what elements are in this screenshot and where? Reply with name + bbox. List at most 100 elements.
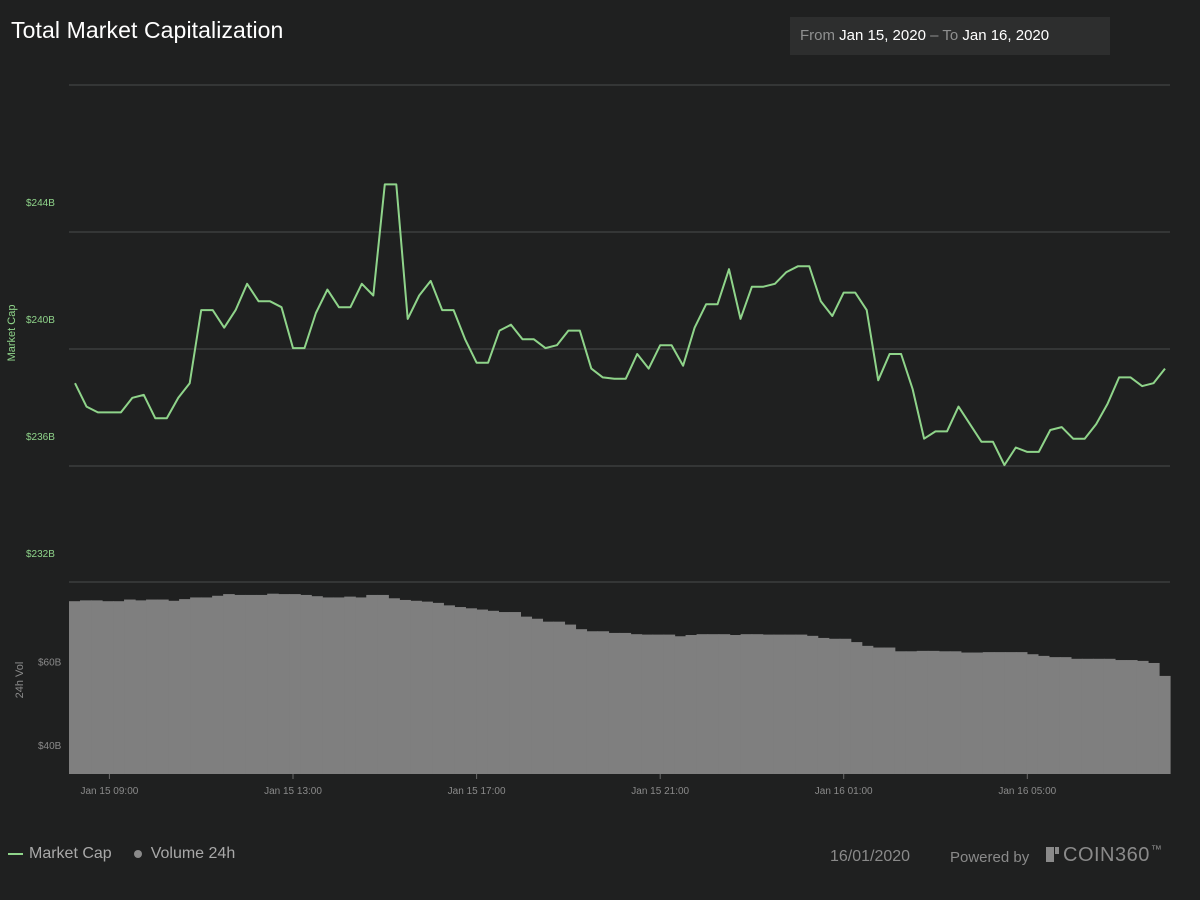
- volume-bar[interactable]: [520, 616, 533, 774]
- volume-bar[interactable]: [333, 597, 345, 774]
- volume-bar[interactable]: [938, 651, 951, 774]
- volume-bar[interactable]: [773, 634, 786, 774]
- volume-bar[interactable]: [553, 621, 566, 774]
- volume-bar[interactable]: [608, 632, 621, 774]
- volume-bar[interactable]: [146, 599, 158, 774]
- volume-bar[interactable]: [1092, 658, 1105, 774]
- volume-bar[interactable]: [916, 650, 929, 774]
- volume-bar[interactable]: [883, 647, 896, 774]
- volume-bar[interactable]: [850, 642, 863, 774]
- volume-bar[interactable]: [960, 652, 973, 774]
- volume-bar[interactable]: [102, 601, 114, 774]
- volume-bar[interactable]: [927, 650, 940, 774]
- volume-bar[interactable]: [751, 634, 764, 774]
- volume-bar[interactable]: [718, 634, 731, 774]
- volume-bar[interactable]: [267, 593, 279, 774]
- volume-bar[interactable]: [1015, 652, 1028, 774]
- volume-bar[interactable]: [971, 652, 984, 774]
- volume-bar[interactable]: [344, 596, 356, 774]
- volume-bar[interactable]: [509, 612, 522, 774]
- volume-bar[interactable]: [179, 599, 191, 774]
- volume-bar[interactable]: [443, 605, 455, 774]
- volume-bar[interactable]: [124, 599, 136, 774]
- volume-bar[interactable]: [69, 601, 81, 774]
- volume-bar[interactable]: [619, 632, 632, 774]
- volume-bar[interactable]: [740, 634, 753, 774]
- coin360-logo[interactable]: COIN360 ™: [1046, 844, 1162, 867]
- volume-bar[interactable]: [278, 594, 290, 774]
- volume-bar[interactable]: [663, 634, 676, 774]
- volume-bar[interactable]: [817, 637, 830, 774]
- volume-bar[interactable]: [366, 594, 378, 774]
- volume-bar[interactable]: [982, 652, 995, 774]
- volume-bar[interactable]: [795, 634, 808, 774]
- volume-bar[interactable]: [1004, 652, 1017, 774]
- volume-bar[interactable]: [1059, 657, 1072, 774]
- volume-bar[interactable]: [80, 600, 92, 774]
- legend-volume[interactable]: Volume 24h: [150, 845, 236, 862]
- volume-bar[interactable]: [234, 594, 246, 774]
- volume-bar[interactable]: [168, 600, 180, 774]
- volume-bar[interactable]: [289, 594, 301, 774]
- volume-bar[interactable]: [949, 651, 962, 774]
- volume-bar[interactable]: [586, 631, 599, 774]
- volume-bar[interactable]: [905, 651, 918, 774]
- volume-bar[interactable]: [762, 634, 775, 774]
- volume-bar[interactable]: [256, 594, 268, 774]
- volume-bar[interactable]: [113, 601, 125, 774]
- volume-bar[interactable]: [157, 599, 169, 774]
- volume-bar[interactable]: [707, 634, 720, 774]
- from-date[interactable]: Jan 15, 2020: [839, 27, 926, 44]
- volume-bar[interactable]: [388, 598, 400, 774]
- volume-bar[interactable]: [399, 599, 411, 774]
- volume-bar[interactable]: [1081, 658, 1094, 774]
- volume-bar[interactable]: [245, 594, 257, 774]
- volume-bar[interactable]: [828, 638, 841, 774]
- volume-bar[interactable]: [674, 636, 687, 774]
- volume-bar[interactable]: [696, 634, 709, 774]
- volume-bar[interactable]: [542, 621, 555, 774]
- volume-bar[interactable]: [377, 594, 389, 774]
- volume-bar[interactable]: [1103, 658, 1116, 774]
- volume-bar[interactable]: [685, 635, 698, 774]
- volume-bar[interactable]: [135, 600, 147, 774]
- volume-bar[interactable]: [465, 608, 477, 774]
- volume-bar[interactable]: [432, 602, 444, 774]
- volume-bar[interactable]: [993, 652, 1006, 774]
- volume-bar[interactable]: [839, 638, 852, 774]
- volume-bar[interactable]: [322, 597, 334, 774]
- volume-bar[interactable]: [784, 634, 797, 774]
- volume-bar[interactable]: [91, 600, 103, 774]
- volume-bar[interactable]: [1125, 660, 1138, 774]
- volume-bar[interactable]: [1114, 660, 1127, 774]
- volume-bar[interactable]: [223, 594, 235, 774]
- date-range-picker[interactable]: From Jan 15, 2020 – To Jan 16, 2020: [790, 17, 1110, 55]
- volume-bar[interactable]: [1026, 654, 1039, 774]
- volume-bar[interactable]: [597, 631, 610, 774]
- volume-bar[interactable]: [190, 597, 202, 774]
- volume-bar[interactable]: [1158, 675, 1171, 774]
- volume-bar[interactable]: [454, 607, 466, 774]
- volume-bar[interactable]: [201, 597, 213, 774]
- volume-bar[interactable]: [1070, 658, 1083, 774]
- volume-bar[interactable]: [476, 609, 488, 774]
- volume-bar[interactable]: [498, 612, 510, 774]
- to-date[interactable]: Jan 16, 2020: [962, 27, 1050, 44]
- volume-bar[interactable]: [641, 634, 654, 774]
- volume-bar[interactable]: [564, 624, 577, 774]
- volume-bar[interactable]: [630, 634, 643, 774]
- volume-bar[interactable]: [729, 635, 742, 774]
- volume-bar[interactable]: [487, 610, 499, 774]
- volume-bar[interactable]: [355, 597, 367, 774]
- volume-bar[interactable]: [652, 634, 665, 774]
- volume-bar[interactable]: [1037, 655, 1050, 774]
- volume-bar[interactable]: [311, 596, 323, 774]
- volume-bar[interactable]: [806, 635, 819, 774]
- volume-bar[interactable]: [300, 594, 312, 774]
- volume-bar[interactable]: [1136, 660, 1149, 774]
- market-cap-line[interactable]: [74, 183, 1166, 467]
- volume-bar[interactable]: [531, 618, 544, 774]
- volume-bar[interactable]: [410, 600, 422, 774]
- volume-bar[interactable]: [872, 647, 885, 774]
- volume-bar[interactable]: [861, 645, 874, 774]
